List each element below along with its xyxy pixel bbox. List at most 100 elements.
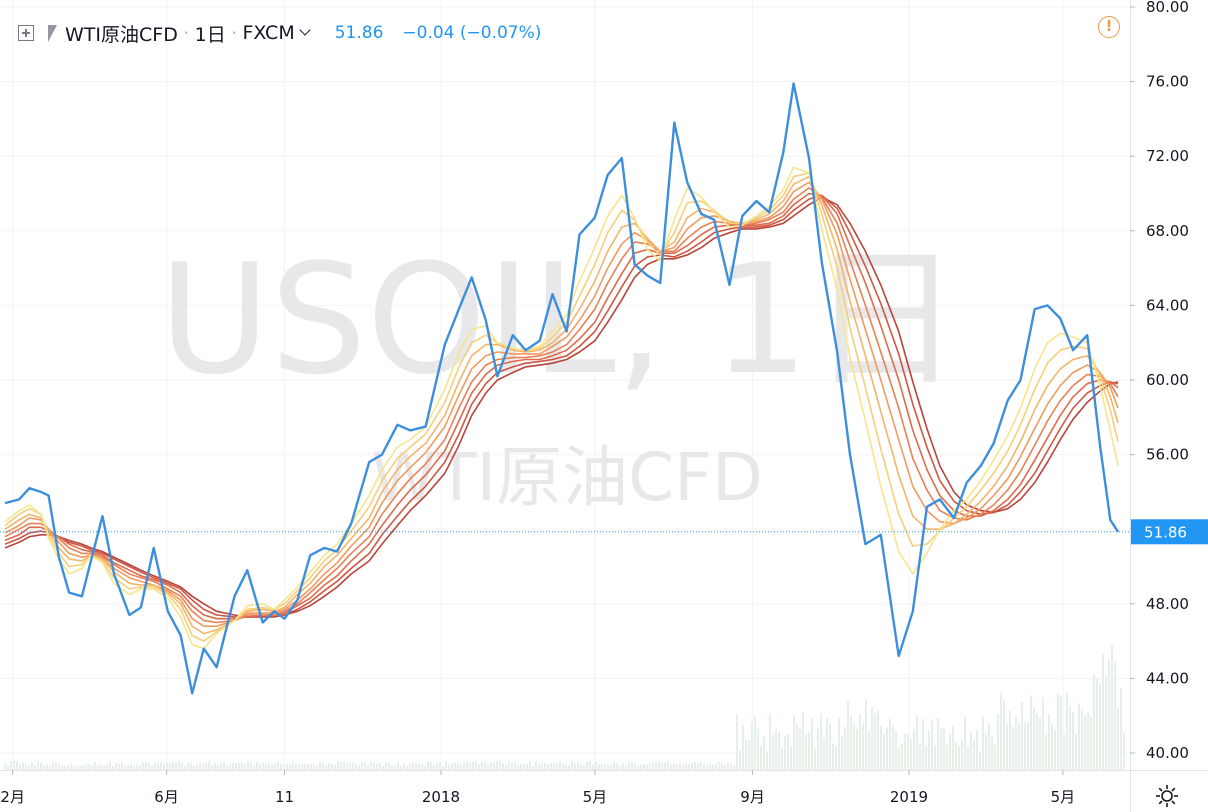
volume-bar [583, 765, 585, 770]
volume-bar [469, 762, 471, 770]
volume-bar [1069, 706, 1071, 770]
symbol-watermark: USOIL, 1日 WTI原油CFD [159, 231, 961, 516]
volume-bar [631, 761, 633, 770]
volume-bar [1066, 693, 1068, 770]
volume-bar [1030, 695, 1032, 770]
volume-bar [238, 762, 240, 770]
symbol-name[interactable]: WTI原油CFD [65, 23, 178, 46]
volume-bar [985, 733, 987, 770]
volume-bar [73, 765, 75, 770]
volume-bar [394, 764, 396, 770]
volume-bar [250, 762, 252, 770]
volume-bar [64, 765, 66, 770]
volume-bar [28, 765, 30, 770]
volume-bar [385, 761, 387, 770]
gear-icon[interactable] [1154, 783, 1180, 809]
volume-bar [718, 761, 720, 770]
volume-bar [88, 763, 90, 770]
volume-bar [298, 764, 300, 770]
current-price: 51.86 [334, 23, 384, 43]
volume-bar [427, 761, 429, 770]
volume-bar [175, 762, 177, 770]
volume-bar [223, 762, 225, 770]
volume-bar [100, 764, 102, 770]
volume-bar [1039, 717, 1041, 770]
volume-bar [4, 764, 6, 770]
plus-square-icon[interactable] [18, 25, 34, 41]
volume-bar [628, 761, 630, 770]
volume-bar [856, 728, 858, 770]
volume-bar [280, 764, 282, 770]
interval-label[interactable]: 1日 [194, 23, 226, 46]
volume-bar [256, 761, 258, 770]
volume-bar [571, 761, 573, 770]
volume-bar [1009, 710, 1011, 770]
volume-bar [667, 761, 669, 770]
volume-bar [13, 761, 15, 770]
exchange-label[interactable]: FXCM [242, 22, 295, 44]
volume-bar [526, 763, 528, 770]
volume-bar [331, 764, 333, 770]
volume-bar [199, 763, 201, 770]
volume-bar [949, 733, 951, 770]
volume-bar [766, 751, 768, 770]
volume-bar [997, 713, 999, 770]
volume-bar [1102, 653, 1104, 770]
volume-bar [55, 761, 57, 770]
volume-bar [844, 726, 846, 770]
volume-bar [790, 746, 792, 770]
watermark-line1: USOIL, 1日 [159, 231, 961, 408]
volume-bars [4, 645, 1125, 770]
volume-bar [529, 761, 531, 770]
volume-bar [493, 762, 495, 770]
y-tick-label: 64.00 [1146, 296, 1189, 314]
volume-bar [481, 762, 483, 770]
volume-bar [19, 764, 21, 770]
volume-bar [196, 764, 198, 770]
volume-bar [523, 763, 525, 770]
volume-bar [940, 728, 942, 770]
volume-bar [814, 747, 816, 770]
volume-bar [661, 762, 663, 770]
volume-bar [1105, 675, 1107, 770]
volume-bar [979, 751, 981, 770]
chevron-down-icon[interactable] [299, 24, 311, 36]
volume-bar [502, 763, 504, 770]
volume-bar [1090, 717, 1092, 770]
volume-bar [658, 761, 660, 770]
volume-bar [226, 765, 228, 770]
volume-bar [871, 707, 873, 770]
ma-line-4 [4, 181, 1119, 628]
volume-bar [163, 763, 165, 770]
volume-bar [274, 763, 276, 770]
volume-bar [739, 750, 741, 770]
volume-bar [355, 763, 357, 770]
volume-bar [820, 713, 822, 770]
volume-bar [187, 762, 189, 770]
volume-bar [85, 764, 87, 770]
volume-bar [670, 764, 672, 770]
flag-icon[interactable] [48, 24, 57, 42]
volume-bar [295, 764, 297, 770]
volume-bar [829, 723, 831, 770]
volume-bar [922, 718, 924, 770]
volume-bar [229, 764, 231, 770]
volume-bar [868, 730, 870, 770]
volume-bar [799, 728, 801, 770]
y-tick-label: 40.00 [1146, 744, 1189, 762]
volume-bar [418, 763, 420, 770]
volume-bar [1033, 707, 1035, 770]
volume-bar [1012, 726, 1014, 770]
y-tick-label: 44.00 [1146, 669, 1189, 687]
volume-bar [811, 717, 813, 770]
exclamation-circle-icon[interactable]: ! [1098, 16, 1120, 38]
volume-bar [58, 764, 60, 770]
volume-bar [514, 761, 516, 770]
time-axis[interactable]: 2月 6月 11 2018 5月 9月 2019 5月 [0, 770, 1075, 806]
volume-bar [499, 761, 501, 770]
y-tick-label: 60.00 [1146, 371, 1189, 389]
volume-bar [67, 764, 69, 770]
volume-bar [556, 762, 558, 770]
volume-bar [1063, 733, 1065, 770]
